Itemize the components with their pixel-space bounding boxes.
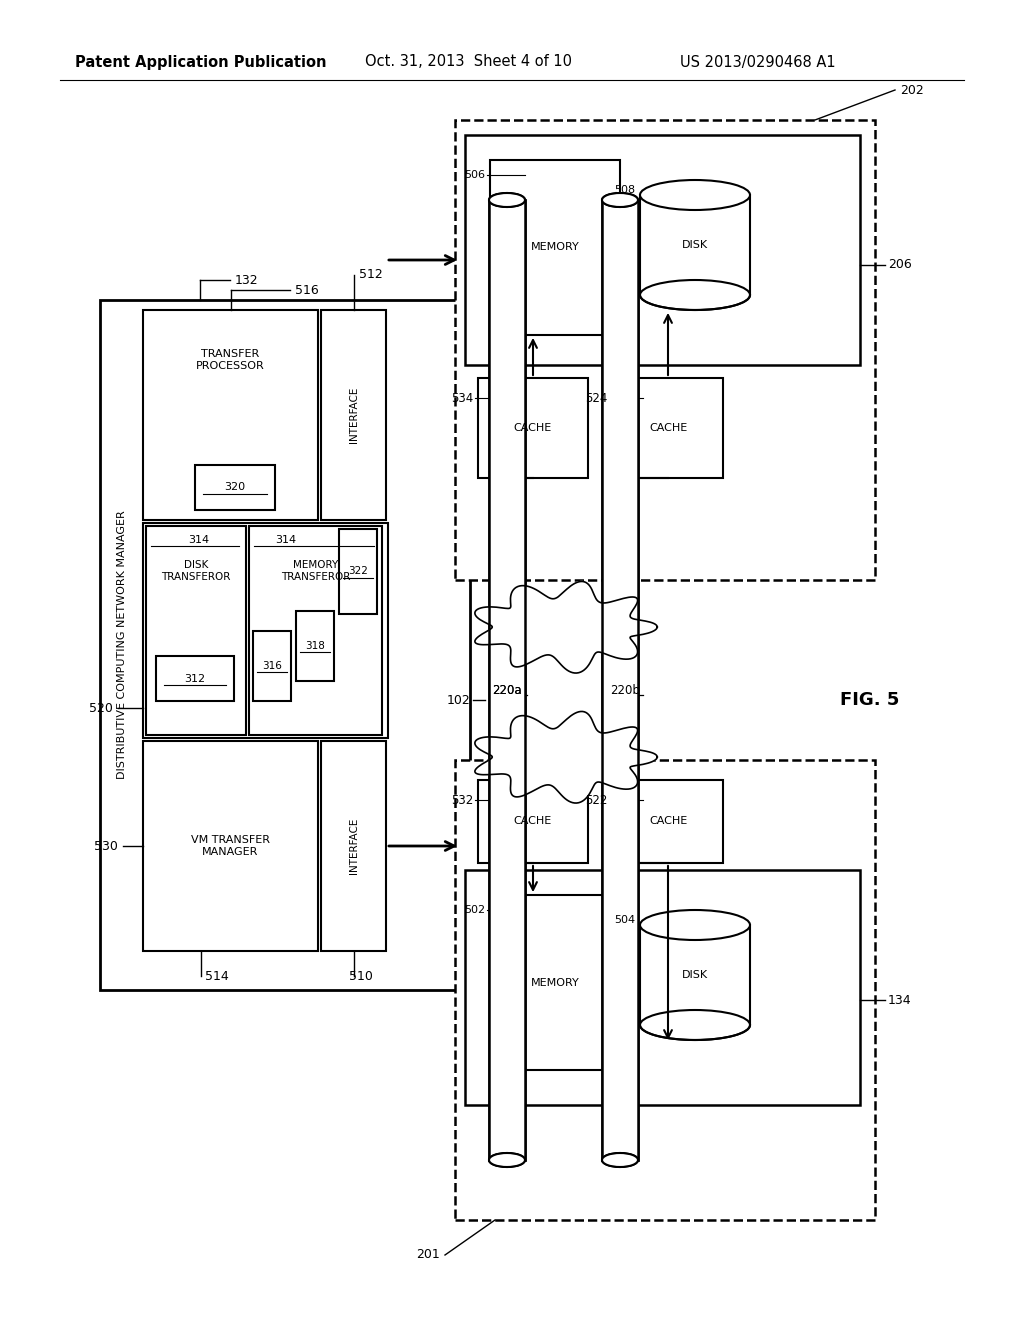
Text: 514: 514 <box>206 969 229 982</box>
Text: 322: 322 <box>348 566 368 577</box>
Bar <box>156 656 234 701</box>
Bar <box>146 525 246 735</box>
Text: MEMORY: MEMORY <box>530 243 580 252</box>
Text: CACHE: CACHE <box>649 422 687 433</box>
Text: 510: 510 <box>348 969 373 982</box>
Text: DISTRIBUTIVE COMPUTING NETWORK MANAGER: DISTRIBUTIVE COMPUTING NETWORK MANAGER <box>117 511 127 779</box>
Bar <box>489 201 525 1160</box>
Bar <box>602 201 638 1160</box>
Text: 202: 202 <box>900 83 924 96</box>
Bar <box>478 780 588 863</box>
Text: 314: 314 <box>188 535 210 545</box>
Bar <box>321 741 386 950</box>
Text: 220a: 220a <box>493 684 522 697</box>
Ellipse shape <box>640 180 750 210</box>
Text: 102: 102 <box>446 693 470 706</box>
Text: 532: 532 <box>451 793 473 807</box>
Text: 516: 516 <box>295 284 318 297</box>
Bar <box>455 760 874 1220</box>
Text: Oct. 31, 2013  Sheet 4 of 10: Oct. 31, 2013 Sheet 4 of 10 <box>365 54 572 70</box>
Text: 502: 502 <box>464 906 485 915</box>
Text: CACHE: CACHE <box>514 422 552 433</box>
Ellipse shape <box>640 280 750 310</box>
Text: VM TRANSFER
MANAGER: VM TRANSFER MANAGER <box>191 836 270 857</box>
Text: TRANSFER
PROCESSOR: TRANSFER PROCESSOR <box>197 350 265 371</box>
Ellipse shape <box>489 1152 525 1167</box>
Bar <box>490 160 620 335</box>
Text: 520: 520 <box>89 701 113 714</box>
Text: 506: 506 <box>464 170 485 180</box>
Text: 504: 504 <box>613 915 635 925</box>
Ellipse shape <box>640 1010 750 1040</box>
Ellipse shape <box>489 193 525 207</box>
Bar <box>339 529 377 614</box>
Bar <box>465 135 860 366</box>
Text: 220b: 220b <box>610 684 640 697</box>
Text: DISK: DISK <box>682 240 708 249</box>
Ellipse shape <box>489 1152 525 1167</box>
Text: 314: 314 <box>274 535 296 545</box>
Text: 206: 206 <box>888 259 911 272</box>
Bar <box>253 631 291 701</box>
Text: MEMORY: MEMORY <box>530 978 580 987</box>
Ellipse shape <box>602 1152 638 1167</box>
Bar <box>465 870 860 1105</box>
Text: 220a: 220a <box>493 684 522 697</box>
Ellipse shape <box>640 909 750 940</box>
Bar <box>143 741 318 950</box>
Bar <box>249 525 382 735</box>
Bar <box>195 465 275 510</box>
Text: 134: 134 <box>888 994 911 1006</box>
Bar <box>100 300 470 990</box>
Bar <box>613 378 723 478</box>
Text: US 2013/0290468 A1: US 2013/0290468 A1 <box>680 54 836 70</box>
Text: 524: 524 <box>586 392 608 404</box>
Text: 512: 512 <box>358 268 382 281</box>
Ellipse shape <box>489 193 525 207</box>
Text: 320: 320 <box>224 483 246 492</box>
Text: 530: 530 <box>94 840 118 853</box>
Text: INTERFACE: INTERFACE <box>348 387 358 444</box>
Text: 201: 201 <box>416 1249 440 1262</box>
Text: DISK: DISK <box>682 970 708 979</box>
Bar <box>455 120 874 579</box>
Text: 318: 318 <box>305 642 325 651</box>
Bar <box>613 780 723 863</box>
Bar <box>143 523 388 738</box>
Polygon shape <box>475 711 657 803</box>
Text: CACHE: CACHE <box>514 817 552 826</box>
Bar <box>296 611 334 681</box>
Text: INTERFACE: INTERFACE <box>348 818 358 874</box>
Ellipse shape <box>602 1152 638 1167</box>
Text: 534: 534 <box>451 392 473 404</box>
Text: MEMORY
TRANSFEROR: MEMORY TRANSFEROR <box>281 560 350 582</box>
Bar <box>478 378 588 478</box>
Text: DISK
TRANSFEROR: DISK TRANSFEROR <box>162 560 230 582</box>
Text: 316: 316 <box>262 661 282 671</box>
Text: 312: 312 <box>184 673 206 684</box>
Ellipse shape <box>602 193 638 207</box>
Text: 508: 508 <box>613 185 635 195</box>
Bar <box>321 310 386 520</box>
Text: 132: 132 <box>234 273 259 286</box>
Polygon shape <box>475 582 657 673</box>
Bar <box>490 895 620 1071</box>
Ellipse shape <box>602 193 638 207</box>
Text: CACHE: CACHE <box>649 817 687 826</box>
Bar <box>143 310 318 520</box>
Text: Patent Application Publication: Patent Application Publication <box>75 54 327 70</box>
Text: FIG. 5: FIG. 5 <box>841 690 900 709</box>
Text: 522: 522 <box>586 793 608 807</box>
